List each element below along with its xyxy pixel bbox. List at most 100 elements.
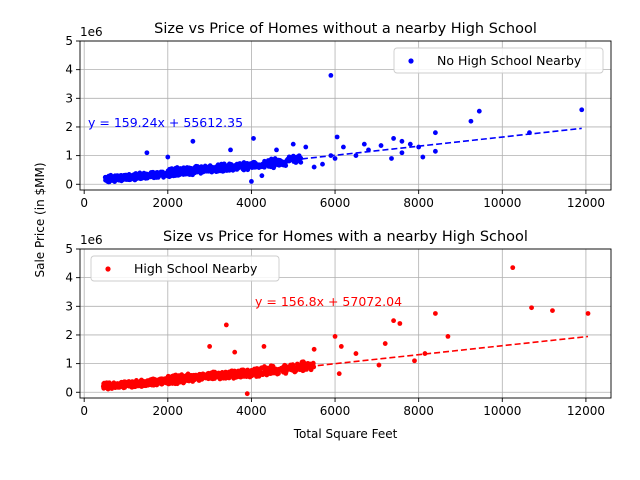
x-tick-label: 8000 bbox=[403, 196, 434, 210]
data-point bbox=[116, 174, 122, 180]
legend-marker bbox=[408, 58, 414, 64]
data-point bbox=[249, 367, 254, 373]
data-point bbox=[239, 369, 245, 375]
axes-frame bbox=[79, 40, 612, 191]
data-point bbox=[228, 147, 233, 153]
data-point bbox=[259, 173, 265, 179]
y-tick-label: 1 bbox=[65, 357, 73, 371]
data-point bbox=[251, 136, 256, 141]
x-tick-label: 2000 bbox=[153, 404, 184, 418]
data-point bbox=[341, 144, 346, 150]
data-point bbox=[145, 379, 150, 385]
legend-box bbox=[90, 255, 280, 282]
axes-frame bbox=[79, 248, 612, 399]
shared-y-axis-label: Sale Price (in $MM) bbox=[33, 162, 47, 277]
y-offset-label: 1e6 bbox=[80, 233, 103, 247]
y-tick-label: 2 bbox=[65, 328, 73, 342]
data-point bbox=[257, 366, 263, 372]
data-point bbox=[171, 374, 176, 380]
x-tick-label: 0 bbox=[80, 196, 88, 210]
legend-marker bbox=[105, 266, 111, 272]
data-point bbox=[336, 371, 342, 377]
data-point bbox=[399, 150, 405, 156]
data-point bbox=[290, 153, 296, 159]
y-tick-label: 5 bbox=[65, 34, 73, 48]
data-point bbox=[468, 118, 474, 124]
data-point bbox=[119, 178, 124, 184]
data-point bbox=[305, 364, 311, 370]
data-point bbox=[476, 108, 482, 114]
data-point bbox=[241, 164, 247, 170]
fit-line bbox=[104, 127, 582, 182]
fit-line bbox=[102, 335, 589, 390]
chart-high-school: Size vs Price for Homes with a nearby Hi… bbox=[65, 229, 612, 441]
data-point bbox=[397, 321, 403, 326]
data-point bbox=[353, 351, 359, 356]
legend-label: No High School Nearby bbox=[437, 53, 582, 68]
y-tick-label: 5 bbox=[65, 242, 73, 256]
data-point bbox=[334, 134, 340, 140]
data-point bbox=[210, 369, 216, 375]
data-point bbox=[376, 362, 382, 368]
x-tick-label: 10000 bbox=[483, 404, 521, 418]
x-tick-label: 8000 bbox=[403, 404, 434, 418]
chart-title: Size vs Price for Homes with a nearby Hi… bbox=[163, 229, 528, 245]
data-point bbox=[432, 130, 438, 136]
x-tick-label: 10000 bbox=[483, 196, 521, 210]
data-point bbox=[420, 154, 426, 160]
fit-equation-label: y = 159.24x + 55612.35 bbox=[88, 115, 243, 130]
data-point bbox=[550, 308, 555, 314]
data-point bbox=[353, 153, 359, 159]
data-point bbox=[305, 360, 311, 366]
data-point bbox=[207, 344, 213, 349]
data-point bbox=[338, 344, 344, 349]
data-point bbox=[389, 156, 394, 161]
data-point bbox=[332, 156, 338, 161]
x-axis-label: Total Square Feet bbox=[293, 427, 398, 441]
y-tick-label: 4 bbox=[65, 63, 73, 77]
data-point bbox=[320, 161, 325, 167]
y-tick-label: 3 bbox=[65, 299, 73, 313]
x-tick-label: 12000 bbox=[567, 196, 605, 210]
data-point bbox=[298, 159, 304, 165]
data-point bbox=[432, 311, 438, 316]
data-point bbox=[180, 169, 186, 175]
legend: High School Nearby bbox=[90, 255, 280, 282]
data-point bbox=[209, 169, 215, 175]
data-point bbox=[153, 377, 159, 383]
data-point bbox=[283, 163, 289, 169]
data-point bbox=[261, 344, 267, 349]
legend: No High School Nearby bbox=[393, 47, 604, 74]
data-point bbox=[294, 154, 300, 160]
data-point bbox=[272, 156, 278, 161]
data-point bbox=[232, 349, 238, 355]
data-point bbox=[126, 379, 132, 384]
data-point bbox=[328, 72, 334, 78]
data-point bbox=[332, 333, 338, 339]
data-point bbox=[529, 305, 534, 311]
y-tick-label: 3 bbox=[65, 91, 73, 105]
fit-equation-label: y = 156.8x + 57072.04 bbox=[255, 294, 402, 309]
data-point bbox=[229, 368, 235, 374]
x-tick-label: 6000 bbox=[320, 404, 351, 418]
y-tick-label: 4 bbox=[65, 271, 73, 285]
data-point bbox=[432, 148, 438, 154]
data-point bbox=[301, 367, 306, 373]
y-tick-label: 2 bbox=[65, 120, 73, 134]
chart-no-high-school: Size vs Price of Homes without a nearby … bbox=[65, 21, 612, 210]
data-point bbox=[165, 154, 171, 160]
data-point bbox=[144, 150, 150, 156]
data-point bbox=[382, 341, 388, 346]
data-point bbox=[190, 138, 196, 144]
y-tick-label: 1 bbox=[65, 149, 73, 163]
data-point bbox=[206, 370, 212, 376]
x-tick-label: 4000 bbox=[236, 196, 267, 210]
data-point bbox=[407, 141, 413, 147]
data-point bbox=[290, 141, 296, 147]
data-point bbox=[445, 333, 451, 339]
data-point bbox=[422, 351, 428, 356]
data-point bbox=[399, 138, 405, 144]
data-point bbox=[244, 391, 250, 397]
y-offset-label: 1e6 bbox=[80, 25, 103, 39]
